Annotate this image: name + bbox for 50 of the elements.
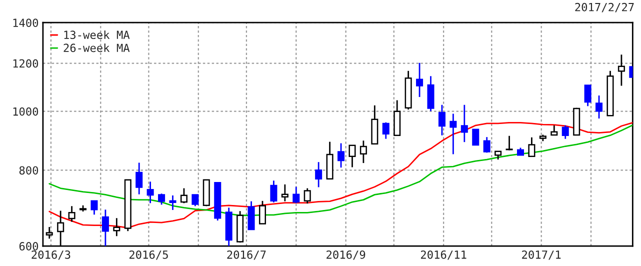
candlestick xyxy=(136,162,143,196)
candlestick xyxy=(596,94,603,120)
x-tick-label: 2016/9 xyxy=(326,250,366,260)
candlestick xyxy=(528,136,536,158)
candlestick xyxy=(270,180,278,204)
candlestick xyxy=(258,200,266,224)
candlestick xyxy=(180,188,188,204)
candlestick xyxy=(450,113,457,155)
candlestick xyxy=(46,226,53,240)
x-tick-label: 2016/7 xyxy=(227,250,266,260)
legend-label: 13-week MA xyxy=(64,30,130,40)
candlestick xyxy=(158,192,166,206)
candlestick xyxy=(506,135,513,151)
x-tick-label: 2016/11 xyxy=(420,250,466,260)
candlestick xyxy=(113,217,120,237)
x-tick-label: 2016/3 xyxy=(32,250,70,260)
candlestick xyxy=(315,161,322,188)
candlestick xyxy=(146,180,154,204)
candlestick xyxy=(618,54,625,86)
candlestick xyxy=(304,188,311,204)
candlestick xyxy=(584,84,592,107)
candlestick xyxy=(416,62,424,98)
y-tick-label: 1000 xyxy=(13,107,38,116)
candlestick xyxy=(169,194,176,211)
candlestick xyxy=(483,136,490,154)
candlestick xyxy=(192,194,199,207)
y-tick-label: 1200 xyxy=(13,59,38,68)
x-tick-label: 2016/5 xyxy=(129,250,168,260)
candlestick xyxy=(281,184,288,202)
candlestick xyxy=(348,144,356,168)
y-tick-label: 600 xyxy=(19,242,38,250)
candlestick xyxy=(338,142,345,168)
x-tick-label: 2017/1 xyxy=(522,250,561,260)
candlestick xyxy=(360,140,367,164)
candlestick xyxy=(472,128,480,146)
legend-label: 26-week MA xyxy=(64,43,130,52)
candlestick xyxy=(90,200,98,216)
y-tick-label: 1400 xyxy=(13,18,38,28)
candlestick xyxy=(427,75,434,112)
candlestick xyxy=(68,205,76,222)
text: 2017/2/27 xyxy=(575,2,634,12)
candlestick xyxy=(562,124,569,140)
candlestick xyxy=(460,104,468,143)
candlestick xyxy=(292,186,300,204)
candlestick xyxy=(382,122,390,140)
candlestick xyxy=(102,208,109,246)
candlestick xyxy=(438,104,446,136)
candlestick xyxy=(550,124,558,136)
y-tick-label: 800 xyxy=(19,166,38,175)
candlestick xyxy=(248,200,255,230)
